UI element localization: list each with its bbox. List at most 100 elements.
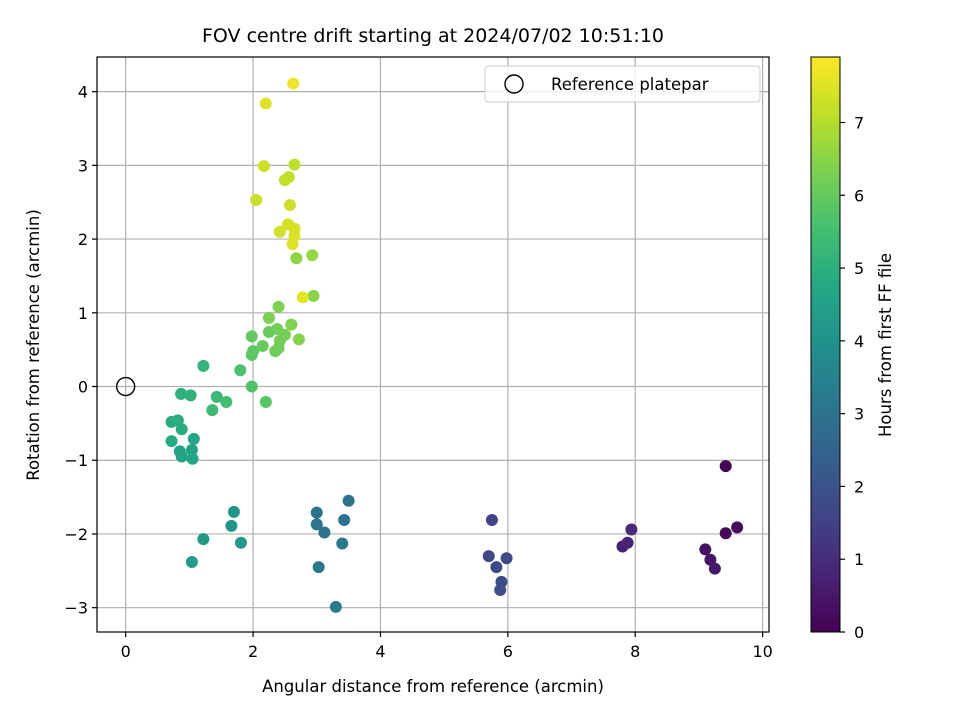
- data-point: [285, 318, 298, 331]
- data-point: [625, 523, 638, 536]
- data-point: [307, 289, 320, 302]
- y-tick-label: −3: [64, 599, 88, 618]
- y-axis-label: Rotation from reference (arcmin): [24, 209, 43, 481]
- data-point: [173, 445, 186, 458]
- y-tick-label: −1: [64, 451, 88, 470]
- colorbar-tick-label: 0: [854, 623, 864, 642]
- data-point: [336, 537, 349, 550]
- data-point: [256, 339, 269, 352]
- colorbar-tick-label: 7: [854, 114, 864, 133]
- data-point: [292, 333, 305, 346]
- data-point: [287, 77, 300, 90]
- data-point: [185, 555, 198, 568]
- data-point: [731, 521, 744, 534]
- data-point: [245, 380, 258, 393]
- colorbar-tick-label: 3: [854, 405, 864, 424]
- data-point: [719, 527, 732, 540]
- data-point: [234, 364, 247, 377]
- data-point: [220, 396, 233, 408]
- data-point: [500, 552, 513, 565]
- data-point: [278, 328, 291, 341]
- y-tick-label: 2: [78, 230, 88, 249]
- data-point: [296, 291, 309, 304]
- colorbar-tick-label: 4: [854, 332, 864, 351]
- data-point: [175, 387, 188, 400]
- x-tick-label: 8: [630, 642, 640, 661]
- data-point: [704, 553, 717, 566]
- data-point: [262, 311, 275, 324]
- data-point: [699, 543, 712, 556]
- legend: Reference platepar: [484, 65, 761, 103]
- data-point: [245, 330, 258, 343]
- data-point: [206, 404, 219, 417]
- data-point: [708, 562, 721, 575]
- colorbar-tick-label: 1: [854, 550, 864, 569]
- y-tick-label: −2: [64, 525, 88, 544]
- data-point: [719, 460, 732, 473]
- data-point: [184, 389, 197, 402]
- data-point: [494, 583, 507, 596]
- data-point: [197, 359, 210, 372]
- x-tick-label: 2: [248, 642, 258, 661]
- data-point: [186, 452, 199, 465]
- data-point: [225, 519, 238, 532]
- data-point: [185, 443, 198, 456]
- colorbar-tick-label: 5: [854, 259, 864, 278]
- data-point: [485, 513, 498, 526]
- data-point: [171, 414, 184, 427]
- data-point: [282, 218, 295, 231]
- plot-frame: [96, 56, 770, 633]
- data-point: [247, 345, 260, 358]
- data-point: [310, 506, 323, 519]
- y-tick-label: 0: [78, 378, 88, 397]
- data-point: [490, 561, 503, 574]
- data-point: [272, 300, 285, 313]
- data-point: [284, 199, 297, 212]
- y-tick-label: 3: [78, 156, 88, 175]
- data-point: [329, 600, 342, 613]
- data-point: [482, 550, 495, 563]
- grid-lines: [97, 57, 769, 632]
- x-axis-label: Angular distance from reference (arcmin): [262, 677, 604, 696]
- y-tick-label: 4: [78, 83, 88, 102]
- data-point: [342, 494, 355, 507]
- data-points: [165, 77, 744, 613]
- colorbar-tick-label: 6: [854, 186, 864, 205]
- x-axis-ticks: 0 2 4 6 8 10: [121, 632, 773, 661]
- data-point: [273, 225, 286, 238]
- legend-box: [484, 65, 761, 103]
- colorbar-ticks: 0 1 2 3 4 5 6 7: [840, 114, 864, 642]
- data-point: [310, 518, 323, 531]
- colorbar-label: Hours from first FF file: [876, 253, 895, 437]
- legend-marker-icon: [504, 74, 524, 94]
- data-point: [312, 561, 325, 574]
- data-point: [290, 252, 303, 265]
- y-axis-ticks: −3 −2 −1 0 1 2 3 4: [64, 83, 97, 618]
- data-point: [318, 526, 331, 539]
- data-point: [621, 536, 634, 549]
- colorbar-gradient: [810, 56, 841, 633]
- colorbar: 0 1 2 3 4 5 6 7 Hours from first FF file: [810, 56, 895, 642]
- reference-platepar-marker: [115, 376, 136, 397]
- x-tick-label: 10: [752, 642, 772, 661]
- data-point: [257, 160, 270, 173]
- data-point: [210, 390, 223, 403]
- data-point: [227, 505, 240, 518]
- data-point: [338, 513, 351, 526]
- x-tick-label: 6: [503, 642, 513, 661]
- data-point: [259, 396, 272, 408]
- legend-label: Reference platepar: [551, 75, 709, 94]
- data-point: [259, 97, 272, 110]
- data-point: [306, 249, 319, 262]
- data-point: [250, 194, 263, 207]
- colorbar-tick-label: 2: [854, 477, 864, 496]
- data-point: [288, 158, 301, 171]
- data-point: [197, 533, 210, 546]
- data-point: [282, 171, 295, 184]
- chart-title: FOV centre drift starting at 2024/07/02 …: [202, 25, 664, 47]
- data-point: [234, 536, 247, 549]
- x-tick-label: 4: [375, 642, 385, 661]
- data-point: [165, 435, 178, 448]
- y-tick-label: 1: [78, 304, 88, 323]
- data-point: [187, 432, 200, 445]
